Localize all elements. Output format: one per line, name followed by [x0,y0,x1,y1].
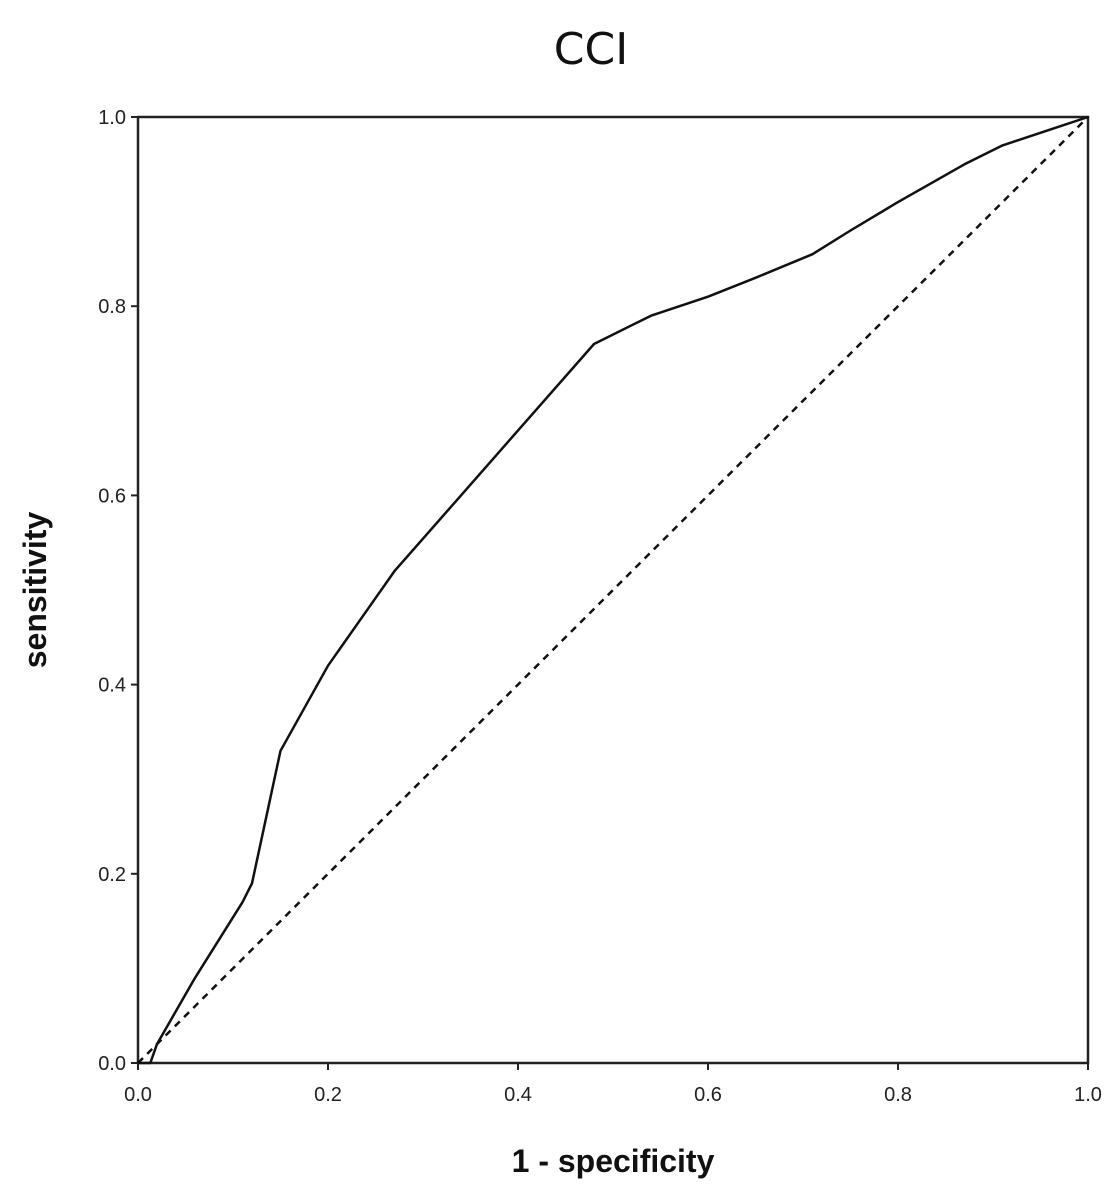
x-tick-label: 1.0 [1074,1084,1102,1106]
y-tick-label: 0.0 [98,1053,126,1075]
series-layer [137,115,1089,1065]
y-axis-ticks: 0.0 0.2 0.4 0.6 0.8 1.0 [98,107,138,1075]
x-tick-label: 0.0 [124,1084,152,1106]
x-tick-label: 0.2 [314,1084,342,1106]
y-axis-label: sensitivity [17,512,53,669]
x-axis-label: 1 - specificity [512,1143,715,1179]
x-tick-label: 0.6 [694,1084,722,1106]
reference-diagonal-line [137,116,1089,1064]
roc-curve-line [138,115,1089,1065]
y-tick-label: 0.4 [98,675,126,697]
chart-title: CCI [554,24,628,75]
x-axis-ticks: 0.0 0.2 0.4 0.6 0.8 1.0 [124,1063,1102,1106]
y-tick-label: 0.8 [98,296,126,318]
y-tick-label: 1.0 [98,107,126,129]
y-tick-label: 0.2 [98,864,126,886]
x-tick-label: 0.8 [884,1084,912,1106]
x-tick-label: 0.4 [504,1084,532,1106]
y-tick-label: 0.6 [98,485,126,507]
plot-frame [136,115,1090,1065]
